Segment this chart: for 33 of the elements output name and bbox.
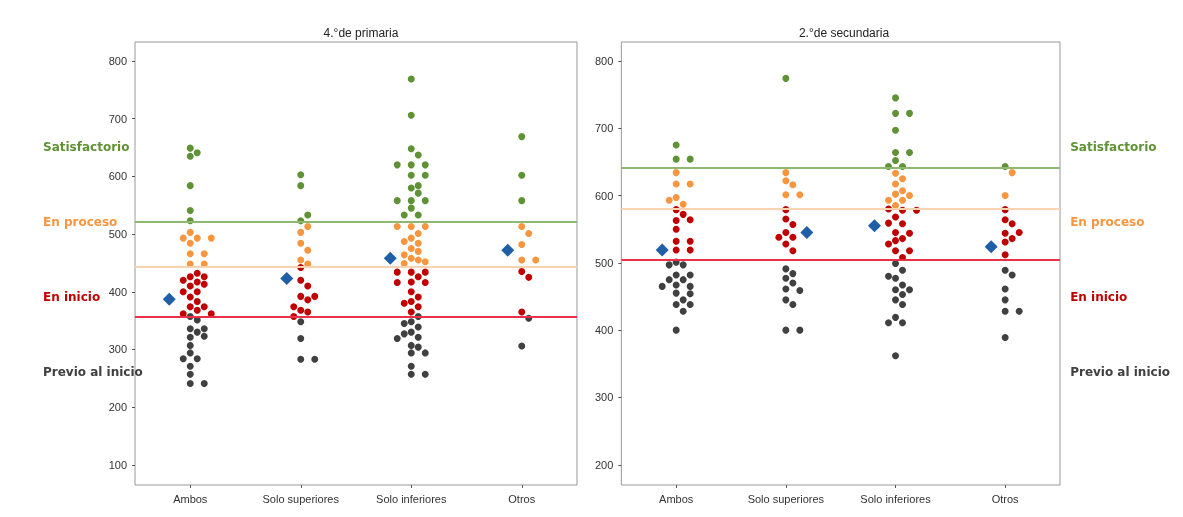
x-tick-label: Otros [508, 492, 536, 505]
chart-title: 4.°de primaria [323, 26, 399, 40]
y-tick-label: 600 [108, 170, 127, 183]
y-tick-label: 800 [108, 55, 127, 68]
y-tick-label: 200 [594, 458, 614, 471]
y-tick-label: 700 [594, 122, 614, 135]
text: Previo al inicio [43, 364, 143, 379]
x-tick-label: Solo inferiores [860, 492, 932, 505]
text: En inicio [43, 289, 101, 304]
y-tick-label: 500 [108, 228, 127, 241]
text: En proceso [43, 214, 118, 229]
y-tick-label: 700 [108, 112, 127, 125]
text: En inicio [1070, 289, 1128, 304]
y-tick-label: 400 [108, 285, 127, 298]
x-tick-label: Otros [991, 492, 1020, 505]
x-tick-label: Ambos [659, 492, 694, 505]
text: Satisfactorio [43, 139, 130, 154]
y-tick-label: 800 [594, 54, 614, 67]
y-tick-label: 300 [594, 391, 614, 404]
y-tick-label: 500 [594, 256, 614, 269]
y-tick-label: 600 [594, 189, 614, 202]
y-tick-label: 200 [108, 401, 127, 414]
x-tick-label: Solo inferiores [376, 492, 447, 505]
y-tick-label: 400 [594, 324, 614, 337]
chart-title: 2.°de secundaria [798, 26, 890, 40]
x-tick-label: Solo superiores [262, 492, 340, 505]
x-tick-label: Ambos [173, 492, 208, 505]
text: Satisfactorio [1070, 139, 1157, 154]
text: Previo al inicio [1070, 364, 1171, 379]
y-tick-label: 100 [108, 458, 127, 471]
x-tick-label: Solo superiores [747, 492, 825, 505]
y-tick-label: 300 [108, 343, 127, 356]
text: En proceso [1070, 214, 1145, 229]
